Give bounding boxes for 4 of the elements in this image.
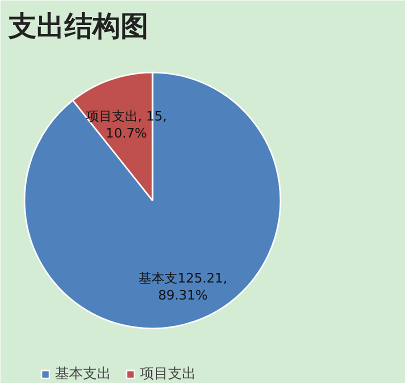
legend-label: 项目支出 (140, 365, 196, 383)
legend-label: 基本支出 (55, 365, 111, 383)
chart-title: 支出结构图 (8, 10, 148, 42)
data-label: 基本支125.21, 89.31% (138, 272, 228, 304)
